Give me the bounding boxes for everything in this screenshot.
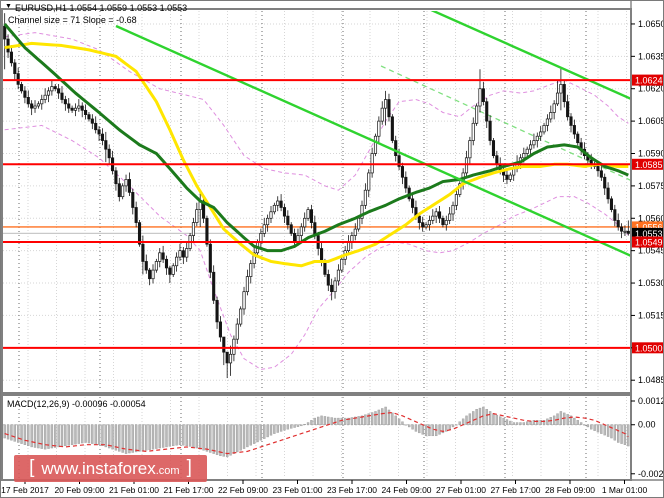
ma-yellow: [4, 41, 629, 268]
svg-text:1.0624: 1.0624: [635, 76, 663, 86]
time-tick-label: 23 Feb 17:00: [327, 485, 377, 495]
time-tick-label: 24 Feb 09:00: [381, 485, 431, 495]
time-tick-label: 22 Feb 09:00: [218, 485, 268, 495]
price-badge: 1.0500: [632, 342, 663, 354]
time-tick-label: 17 Feb 2017: [1, 485, 49, 495]
macd-indicator-label: MACD(12,26,9) -0.00096 -0.00054: [7, 399, 146, 409]
price-tick-label: 1.0575: [638, 181, 664, 191]
pane-frames: [1, 1, 632, 481]
time-tick-label: 27 Feb 01:00: [436, 485, 486, 495]
trendline-solid[interactable]: [115, 24, 664, 271]
price-badge: 1.0624: [632, 74, 663, 86]
macd-pane[interactable]: [3, 397, 630, 478]
price-tick-label: 1.0485: [638, 375, 664, 385]
symbol-quote-line: EURUSD,H1 1.0554 1.0559 1.0553 1.0553: [15, 3, 188, 13]
price-tick-label: 1.0530: [638, 278, 664, 288]
bollinger-upper: [4, 32, 629, 191]
watermark-tld: .com: [155, 464, 180, 477]
time-tick-label: 28 Feb 09:00: [545, 485, 595, 495]
price-axis[interactable]: 1.0650 1.0635 1.0620 1.0605 1.0590 1.0575 1.05…: [631, 19, 664, 479]
price-badge: 1.0549: [632, 236, 663, 248]
channel-info-line: Channel size = 71 Slope = -0.68: [8, 15, 137, 25]
price-tick-label: 1.0545: [638, 246, 664, 256]
svg-text:1.0553: 1.0553: [635, 229, 663, 239]
chart-dropdown-marker-icon[interactable]: ▼: [5, 3, 12, 10]
instaforex-watermark: [ www.instaforex .com]: [14, 455, 207, 482]
macd-tick-label: 0.00123: [638, 396, 664, 406]
svg-text:1.0549: 1.0549: [635, 238, 663, 248]
time-tick-label: 20 Feb 09:00: [54, 485, 104, 495]
watermark-domain: www.instaforex: [41, 458, 156, 478]
price-tick-label: 1.0560: [638, 213, 664, 223]
price-tick-label: 1.0590: [638, 149, 664, 159]
price-tick-label: 1.0515: [638, 310, 664, 320]
trendline-solid[interactable]: [411, 1, 664, 114]
macd-signal-line: [4, 411, 629, 455]
ma-dark-green: [3, 22, 629, 253]
svg-text:1.0500: 1.0500: [635, 343, 663, 353]
time-tick-label: 27 Feb 17:00: [490, 485, 540, 495]
price-badge: 1.0553: [632, 227, 663, 239]
macd-histogram: [3, 406, 630, 458]
price-badge: 1.0585: [632, 158, 663, 170]
svg-text:1.0556: 1.0556: [635, 222, 663, 232]
macd-tick-label: -0.00221: [638, 469, 664, 479]
time-tick-label: 23 Feb 01:00: [272, 485, 322, 495]
time-tick-label: 21 Feb 17:00: [163, 485, 213, 495]
candles: [3, 13, 630, 379]
price-tick-label: 1.0650: [638, 19, 664, 29]
macd-tick-label: 0.00: [638, 420, 656, 430]
watermark-open-bracket: [: [29, 456, 35, 478]
svg-text:1.0585: 1.0585: [635, 160, 663, 170]
price-badge: 1.0556: [632, 221, 663, 233]
main-pane[interactable]: [3, 1, 664, 391]
time-tick-label: 21 Feb 01:00: [109, 485, 159, 495]
price-tick-label: 1.0635: [638, 51, 664, 61]
watermark-close-bracket: ]: [186, 456, 192, 478]
price-tick-label: 1.0620: [638, 84, 664, 94]
time-tick-label: 1 Mar 01:00: [602, 485, 648, 495]
bollinger-lower: [4, 124, 629, 370]
price-tick-label: 1.0605: [638, 116, 664, 126]
trendline-dashed[interactable]: [380, 65, 664, 196]
